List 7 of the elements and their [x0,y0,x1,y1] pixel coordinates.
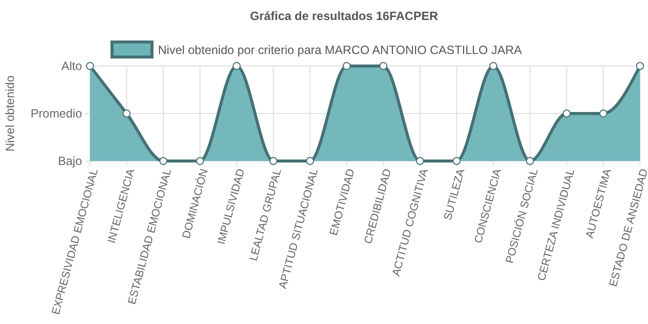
x-tick-label: LEALTAD GRUPAL [248,168,284,262]
category-label: Promedio [30,106,82,121]
chart-title: Gráfica de resultados 16FACPER [250,9,438,23]
category-label: Alto [61,59,82,74]
legend-label: Nivel obtenido por criterio para MARCO ANTONIO CASTILLO JARA [158,43,522,57]
y-axis-title: Nivel obtenido [3,75,17,152]
category-label: Bajo [58,154,82,168]
